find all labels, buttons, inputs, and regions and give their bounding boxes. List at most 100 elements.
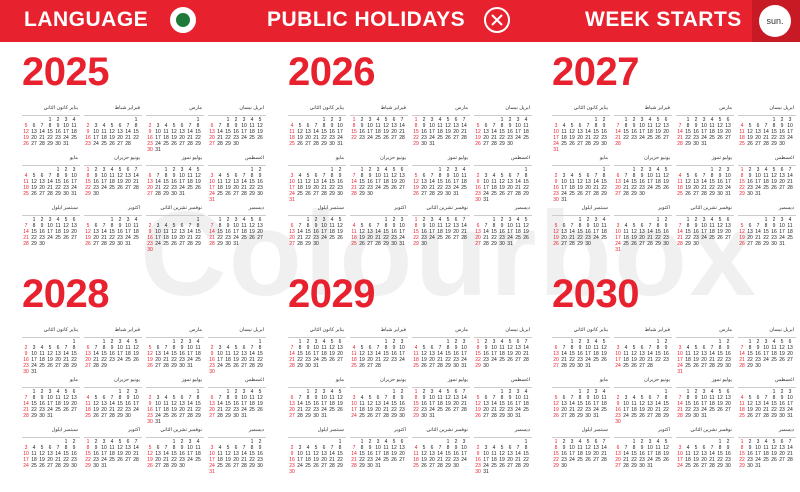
day-cell: 22 <box>329 185 335 191</box>
day-cell: 8 <box>772 395 776 401</box>
day-cell: 2 <box>454 339 458 345</box>
day-cell: 1 <box>718 339 722 345</box>
day-cell: 11 <box>523 123 529 129</box>
month-12: ديسمبر 1 2 3 4 5 6 7 8 9 10 11 12 13 14 15 16 17 18 19 20 21 2… <box>474 427 532 475</box>
day-cell: 16 <box>507 129 513 135</box>
day-cell: 3 <box>516 117 520 123</box>
day-cell: 22 <box>763 235 769 241</box>
day-cell: 13 <box>179 129 185 135</box>
day-cell: 10 <box>289 179 295 185</box>
day-cell: 11 <box>39 351 45 357</box>
day-cell: 18 <box>71 129 77 135</box>
day-cell: 28 <box>351 463 357 469</box>
day-cell: 27 <box>615 463 621 469</box>
month-name: فبراير شباط <box>380 105 406 111</box>
day-cell: 1 <box>250 167 254 173</box>
day-cell: 9 <box>508 123 512 129</box>
day-cell: 3 <box>516 389 520 395</box>
day-cell: 7 <box>94 345 98 351</box>
day-cell: 3 <box>180 167 184 173</box>
day-cell: 3 <box>102 439 106 445</box>
day-cell: 3 <box>242 117 246 123</box>
day-cell: 12 <box>771 173 777 179</box>
day-cell: 13 <box>391 123 397 129</box>
day-cell: 13 <box>313 179 319 185</box>
day-cell: 26 <box>257 135 263 141</box>
arabic-flag-icon[interactable] <box>170 7 196 33</box>
day-cell: 16 <box>585 229 591 235</box>
day-cell: 6 <box>72 217 76 223</box>
day-cell: 22 <box>71 357 77 363</box>
day-cell: 17 <box>483 457 489 463</box>
day-cell: 13 <box>615 451 621 457</box>
month-9: سبتمبر ايلول 1 2 3 4 5 6 7 8 9 10 11 12 13 14 15 16 17 18 1… <box>288 205 346 251</box>
day-cell: 3 <box>290 173 294 179</box>
month-name: نوفمبر تشرين الثاني <box>426 427 468 433</box>
day-cell: 2 <box>726 439 730 445</box>
day-cell: 28 <box>677 413 683 419</box>
day-cell: 15 <box>47 129 53 135</box>
day-cell: 23 <box>117 235 123 241</box>
day-cell: 4 <box>322 339 326 345</box>
day-cell: 27 <box>179 141 185 147</box>
day-cell: 27 <box>755 413 761 419</box>
day-cell: 30 <box>771 241 777 247</box>
day-cell: 9 <box>148 401 152 407</box>
day-cell: 11 <box>499 345 505 351</box>
day-cell: 15 <box>437 179 443 185</box>
day-cell: 4 <box>414 345 418 351</box>
day-cell: 25 <box>647 135 653 141</box>
month-2: فبراير شباط 1 2 3 4 5 6 7 8 9 10 11 12 13 14 15 16 17 18 19… <box>350 105 408 151</box>
day-cell: 24 <box>561 191 567 197</box>
day-cell: 11 <box>709 123 715 129</box>
day-cell: 29 <box>163 191 169 197</box>
day-cell: 20 <box>701 357 707 363</box>
day-cell: 26 <box>601 357 607 363</box>
day-cell: 12 <box>85 229 91 235</box>
day-cell: 3 <box>726 167 730 173</box>
day-cell: 6 <box>94 223 98 229</box>
day-cell: 21 <box>297 235 303 241</box>
day-cell: 19 <box>133 351 139 357</box>
day-cell: 22 <box>305 235 311 241</box>
day-cell: 6 <box>562 395 566 401</box>
day-cell: 13 <box>155 451 161 457</box>
day-cell: 16 <box>561 451 567 457</box>
day-cell: 25 <box>461 185 467 191</box>
day-cell: 29 <box>685 241 691 247</box>
day-cell: 28 <box>399 135 405 141</box>
day-cell: 14 <box>677 129 683 135</box>
month-6: يونيو حزيران 1 2 3 4 5 6 7 8 9 10 11 12 13 14 15 16 17 18 1… <box>614 155 672 201</box>
day-cell: 7 <box>24 395 28 401</box>
day-cell: 20 <box>31 135 37 141</box>
day-cell: 18 <box>523 401 529 407</box>
day-cell: 8 <box>686 395 690 401</box>
day-cell: 17 <box>553 135 559 141</box>
day-cell: 24 <box>47 235 53 241</box>
week-start-selector[interactable]: sun. <box>752 0 800 42</box>
day-cell: 16 <box>117 229 123 235</box>
day-cell: 2 <box>24 345 28 351</box>
day-cell: 1 <box>446 339 450 345</box>
day-cell: 5 <box>172 123 176 129</box>
day-cell: 7 <box>678 123 682 129</box>
day-cell: 15 <box>763 229 769 235</box>
day-cell: 6 <box>648 395 652 401</box>
day-cell: 27 <box>313 191 319 197</box>
day-cell: 27 <box>31 141 37 147</box>
day-cell: 16 <box>109 351 115 357</box>
day-cell: 13 <box>399 445 405 451</box>
day-cell: 24 <box>155 141 161 147</box>
day-cell: 30 <box>453 363 459 369</box>
day-cell: 25 <box>739 413 745 419</box>
day-cell: 30 <box>337 191 343 197</box>
month-name: اكتوبر <box>127 205 140 211</box>
day-cell: 13 <box>71 223 77 229</box>
day-cell: 14 <box>383 401 389 407</box>
day-cell: 9 <box>748 445 752 451</box>
day-cell: 29 <box>739 463 745 469</box>
day-cell: 17 <box>787 401 793 407</box>
day-cell: 17 <box>297 457 303 463</box>
day-cell: 11 <box>413 451 419 457</box>
close-icon[interactable] <box>484 7 510 33</box>
